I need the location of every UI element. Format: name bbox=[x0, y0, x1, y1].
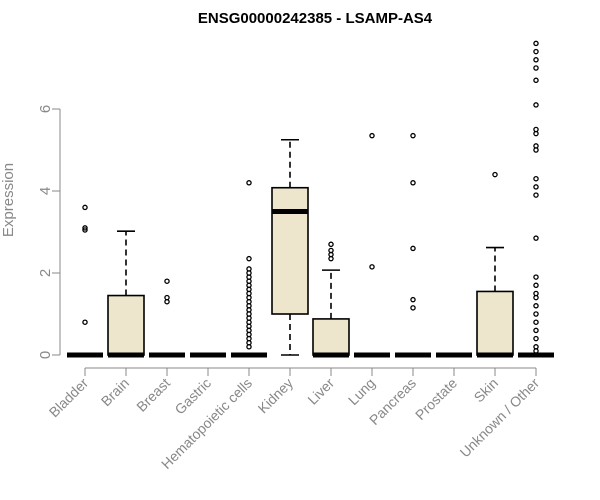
y-axis: 0 2 4 6 bbox=[37, 105, 61, 359]
box-bladder bbox=[67, 204, 103, 358]
outlier-point bbox=[164, 278, 170, 284]
outlier-point bbox=[246, 255, 252, 262]
y-tick-label: 6 bbox=[37, 105, 54, 113]
box-brain bbox=[107, 230, 145, 358]
outlier-point bbox=[410, 132, 416, 139]
y-axis-label: Expression bbox=[0, 163, 17, 237]
box-lung bbox=[354, 132, 390, 358]
iqr-box bbox=[476, 290, 514, 356]
outlier-point bbox=[533, 126, 539, 133]
outlier-point bbox=[533, 311, 539, 317]
box-hematopoietic-cells bbox=[231, 180, 267, 358]
box-breast bbox=[149, 278, 185, 358]
outlier-point bbox=[533, 235, 539, 241]
x-tick-label: Lung bbox=[345, 375, 378, 408]
x-tick-label: Bladder bbox=[46, 375, 92, 421]
outlier-point bbox=[533, 57, 539, 63]
outlier-point bbox=[328, 241, 334, 248]
outlier-point bbox=[328, 247, 334, 254]
x-tick-label: Breast bbox=[133, 375, 173, 415]
iqr-box bbox=[107, 294, 145, 356]
outlier-point bbox=[533, 40, 539, 47]
iqr-box bbox=[312, 318, 350, 356]
outlier-point bbox=[533, 65, 539, 71]
outlier-point bbox=[410, 180, 416, 186]
outlier-point bbox=[533, 303, 539, 309]
outlier-point bbox=[492, 171, 498, 178]
x-tick-label: Liver bbox=[304, 375, 337, 408]
outlier-point bbox=[533, 143, 539, 149]
x-tick-label: Prostate bbox=[412, 375, 460, 423]
outlier-point bbox=[533, 192, 539, 198]
outlier-point bbox=[410, 296, 416, 303]
outlier-point bbox=[246, 266, 252, 272]
y-tick-label: 0 bbox=[37, 351, 54, 359]
x-tick-label: Brain bbox=[98, 375, 132, 409]
box-kidney bbox=[271, 138, 309, 356]
y-tick-label: 4 bbox=[37, 187, 54, 195]
outlier-point bbox=[533, 319, 539, 325]
x-tick-label: Skin bbox=[471, 375, 502, 406]
chart-title: ENSG00000242385 - LSAMP-AS4 bbox=[198, 10, 433, 27]
x-tick-label: Kidney bbox=[255, 375, 297, 417]
outlier-point bbox=[533, 48, 539, 55]
outlier-point bbox=[164, 294, 170, 301]
outlier-point bbox=[82, 319, 88, 325]
outlier-point bbox=[533, 102, 539, 108]
outlier-point bbox=[369, 132, 375, 139]
outlier-point bbox=[246, 180, 252, 186]
box-unknown-other bbox=[518, 40, 554, 358]
outlier-point bbox=[533, 184, 539, 190]
iqr-box bbox=[271, 186, 309, 315]
outlier-point bbox=[533, 290, 539, 297]
outlier-point bbox=[533, 327, 539, 334]
outlier-point bbox=[369, 264, 375, 270]
y-tick-label: 2 bbox=[37, 269, 54, 277]
outlier-point bbox=[533, 335, 539, 342]
box-pancreas bbox=[395, 132, 431, 358]
outlier-point bbox=[533, 77, 539, 84]
outlier-point bbox=[82, 204, 88, 211]
box-liver bbox=[312, 241, 350, 358]
outlier-point bbox=[533, 175, 539, 182]
outlier-point bbox=[410, 305, 416, 311]
outlier-point bbox=[82, 227, 88, 233]
boxes-layer bbox=[67, 40, 554, 358]
box-skin bbox=[476, 171, 514, 358]
outlier-point bbox=[410, 245, 416, 252]
outlier-point bbox=[533, 274, 539, 280]
outlier-point bbox=[82, 225, 88, 231]
outlier-point bbox=[533, 344, 539, 350]
outlier-point bbox=[533, 282, 539, 289]
